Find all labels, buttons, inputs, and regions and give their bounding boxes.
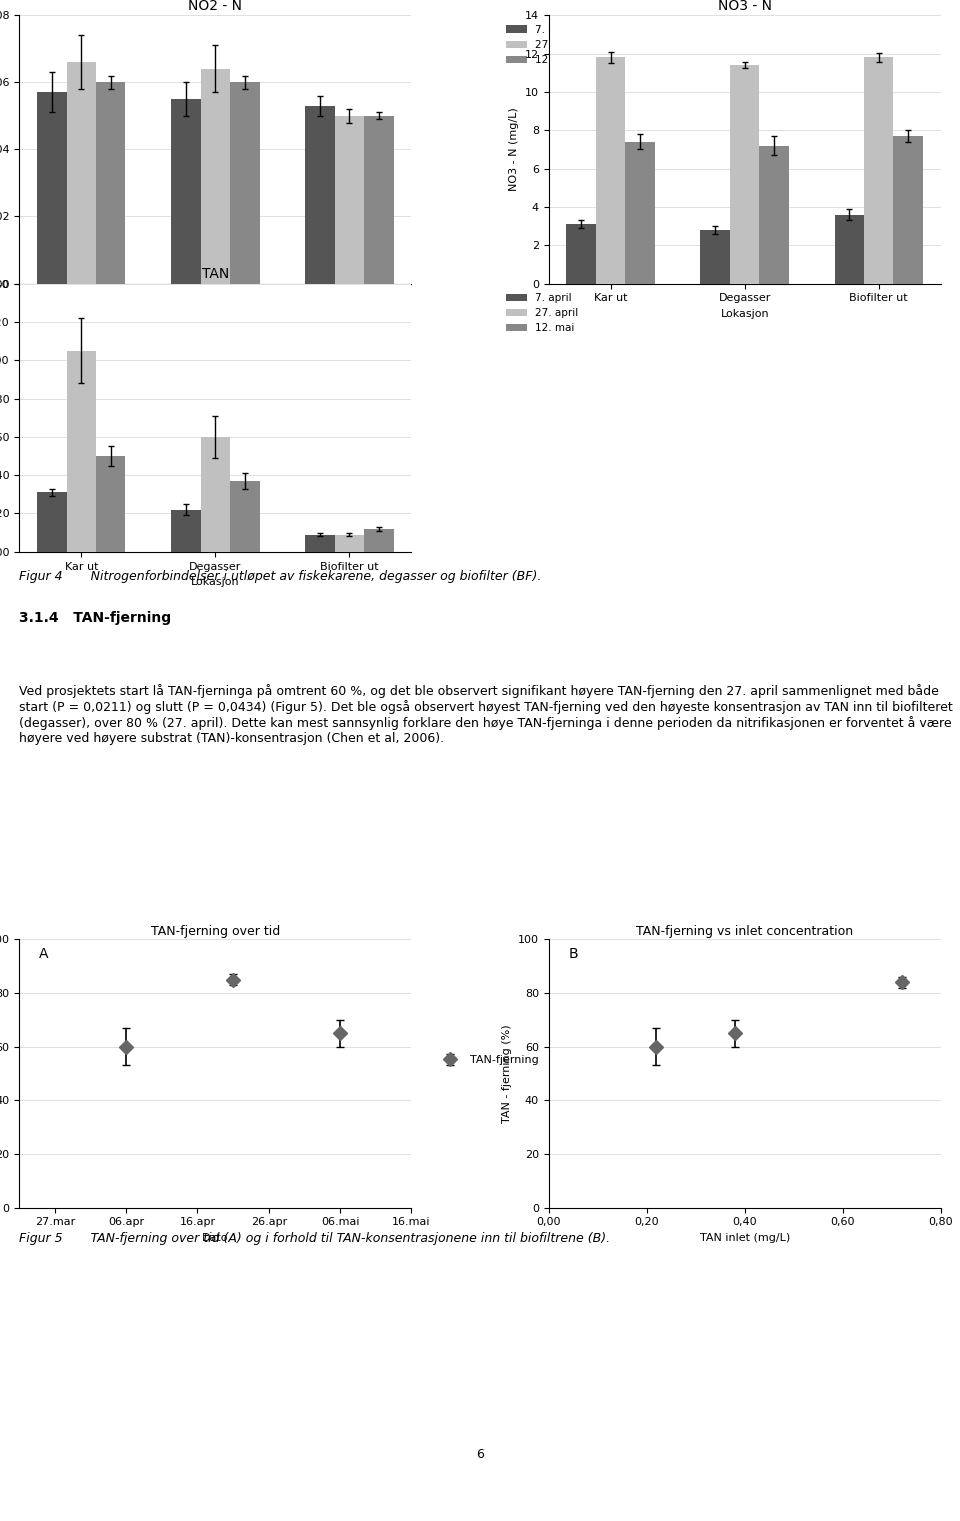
Title: TAN-fjerning over tid: TAN-fjerning over tid	[151, 925, 280, 938]
X-axis label: Lokasjon: Lokasjon	[191, 309, 240, 319]
Bar	[96, 82, 126, 283]
Bar	[66, 62, 96, 283]
Bar	[566, 224, 596, 283]
X-axis label: Lokasjon: Lokasjon	[191, 576, 240, 587]
Bar	[201, 68, 230, 283]
Legend: TAN-fjerning: TAN-fjerning	[434, 1051, 543, 1069]
Text: A: A	[38, 948, 48, 961]
Bar	[335, 116, 364, 283]
Title: NO2 - N: NO2 - N	[188, 0, 242, 12]
Bar	[171, 99, 201, 283]
Bar	[171, 510, 201, 552]
Y-axis label: NO3 - N (mg/L): NO3 - N (mg/L)	[509, 108, 519, 192]
Bar	[305, 534, 335, 552]
Bar	[66, 350, 96, 552]
Bar	[201, 437, 230, 552]
Bar	[596, 58, 625, 283]
Bar	[730, 65, 759, 283]
Text: Figur 5       TAN-fjerning over tid (A) og i forhold til TAN-konsentrasjonene in: Figur 5 TAN-fjerning over tid (A) og i f…	[19, 1232, 611, 1244]
Y-axis label: TAN - fjerning (%): TAN - fjerning (%)	[502, 1024, 513, 1122]
Title: NO3 - N: NO3 - N	[718, 0, 772, 12]
Bar	[701, 230, 730, 283]
Bar	[230, 481, 259, 552]
Text: Ved prosjektets start lå TAN-fjerninga på omtrent 60 %, og det ble observert sig: Ved prosjektets start lå TAN-fjerninga p…	[19, 683, 953, 745]
Bar	[759, 146, 789, 283]
X-axis label: Lokasjon: Lokasjon	[720, 309, 769, 319]
X-axis label: Dato: Dato	[202, 1234, 228, 1243]
Bar	[230, 82, 259, 283]
Bar	[335, 534, 364, 552]
Bar	[37, 93, 66, 283]
Text: 3.1.4   TAN-fjerning: 3.1.4 TAN-fjerning	[19, 611, 171, 625]
X-axis label: TAN inlet (mg/L): TAN inlet (mg/L)	[700, 1234, 790, 1243]
Bar	[864, 58, 894, 283]
Bar	[364, 116, 394, 283]
Bar	[364, 529, 394, 552]
Legend: 7. april, 27. april, 12. mai: 7. april, 27. april, 12. mai	[502, 289, 583, 338]
Bar	[625, 141, 655, 283]
Text: Figur 4       Nitrogenforbindelser i utløpet av fiskekarene, degasser og biofilt: Figur 4 Nitrogenforbindelser i utløpet a…	[19, 570, 541, 583]
Text: 6: 6	[476, 1448, 484, 1462]
Bar	[37, 493, 66, 552]
Bar	[96, 456, 126, 552]
Legend: 7. april, 27. april, 12. mai: 7. april, 27. april, 12. mai	[502, 20, 583, 68]
Bar	[834, 214, 864, 283]
Bar	[894, 135, 923, 283]
Text: B: B	[568, 948, 578, 961]
Title: TAN: TAN	[202, 268, 228, 281]
Title: TAN-fjerning vs inlet concentration: TAN-fjerning vs inlet concentration	[636, 925, 853, 938]
Bar	[305, 106, 335, 283]
